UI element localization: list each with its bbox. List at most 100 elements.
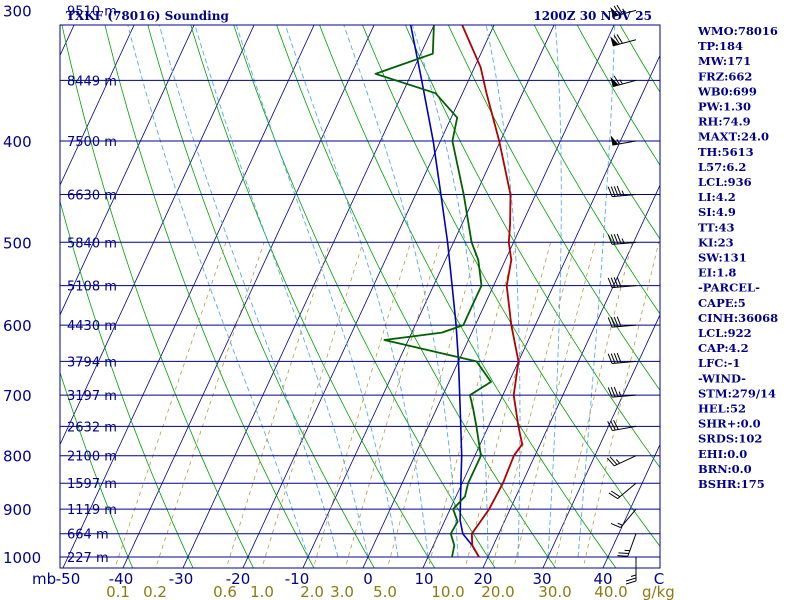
height-label: 5108 m — [67, 280, 117, 295]
wind-barb-full — [610, 277, 616, 288]
stat-item: EI:1.8 — [698, 266, 736, 280]
height-label: 664 m — [67, 528, 109, 543]
stat-item: SW:131 — [698, 251, 747, 265]
stat-item: STM:279/14 — [698, 386, 776, 400]
wind-barb-full — [610, 490, 621, 498]
wind-barb-half — [622, 8, 626, 14]
isotherm — [60, 25, 255, 446]
height-label: 1119 m — [67, 503, 117, 518]
dry-adiabat — [147, 25, 375, 568]
wind-barb-full — [607, 421, 613, 431]
dry-adiabat — [404, 25, 660, 469]
wind-barb-full — [607, 353, 613, 364]
wind-barb-staff — [612, 285, 637, 289]
dry-adiabat — [362, 25, 660, 548]
height-label: 1597 m — [67, 477, 117, 492]
wind-barb-full — [609, 456, 618, 465]
mixing-ratio-line — [491, 242, 576, 568]
plot-frame — [59, 24, 661, 569]
wind-barb-staff — [612, 360, 637, 365]
wind-barb-full — [610, 420, 616, 431]
wind-barb-full — [608, 492, 618, 500]
wind-barb-flag — [610, 76, 619, 87]
stat-item: SRDS:102 — [698, 432, 762, 446]
wind-barb-full — [616, 352, 622, 363]
wind-barb-full — [607, 317, 613, 328]
title-time: 1200Z 30 NOV 25 — [533, 9, 652, 23]
height-label: 6630 m — [67, 188, 117, 203]
wind-barb-full — [618, 552, 629, 554]
wind-barb-full — [613, 186, 619, 197]
temperature-tick-label: 30 — [532, 570, 551, 588]
dry-adiabat — [490, 25, 660, 315]
wind-barb — [607, 277, 637, 289]
stat-item: LCL:922 — [698, 326, 752, 340]
wind-barb-full — [610, 317, 616, 328]
moist-adiabat — [127, 25, 309, 558]
stat-item: MW:171 — [698, 54, 751, 68]
wind-barb-full — [613, 75, 621, 86]
mixing-ratio-label: 3.0 — [330, 583, 354, 600]
wind-barb-staff — [612, 9, 637, 18]
wind-barb-full — [607, 234, 613, 245]
mixing-ratio-line — [312, 242, 412, 568]
wind-barb-full — [613, 5, 621, 16]
wind-barb-full — [616, 34, 623, 44]
wind-barb-full — [610, 353, 616, 364]
mixing-ratio-line — [427, 242, 518, 568]
temperature-tick-label: 20 — [473, 570, 492, 588]
wind-barb — [610, 75, 637, 88]
dry-adiabat — [61, 25, 254, 568]
temperature-tick-label: -50 — [56, 570, 81, 588]
isotherm — [182, 25, 435, 568]
isotherm — [62, 25, 315, 568]
wind-barb — [610, 4, 637, 18]
stat-item: WMO:78016 — [697, 24, 778, 38]
wind-barb-full — [606, 457, 615, 467]
wind-barb-half — [621, 238, 625, 244]
wind-barb-full — [613, 353, 619, 364]
wind-barb — [625, 557, 637, 585]
stat-item: TH:5613 — [698, 145, 754, 159]
wind-barb-flag — [610, 6, 619, 17]
mixing-ratio-line — [344, 242, 441, 568]
dry-adiabat — [276, 25, 557, 568]
mixing-ratio-label: 30.0 — [538, 583, 571, 600]
mixing-ratio-line — [582, 242, 660, 568]
stat-item: SI:4.9 — [698, 205, 736, 219]
stat-item: L57:6.2 — [698, 160, 746, 174]
wind-barb-full — [616, 185, 622, 196]
dry-adiabat — [233, 25, 496, 568]
stat-item: LCL:936 — [698, 175, 752, 189]
mixing-ratio-line — [114, 242, 227, 568]
mixing-ratio-line — [261, 242, 364, 568]
wind-barb-full — [613, 34, 621, 45]
stat-item: FRZ:662 — [698, 69, 752, 83]
isotherm — [482, 184, 660, 568]
wind-barb-flag — [610, 135, 619, 146]
temperature-tick-label: 10 — [414, 570, 433, 588]
wind-barb-half — [630, 574, 637, 577]
wind-barb-staff — [612, 324, 637, 328]
wind-barb-full — [613, 316, 619, 327]
wind-barb-staff — [620, 508, 637, 528]
mixing-ratio-label: 20.0 — [481, 583, 514, 600]
isotherm — [362, 25, 615, 568]
isotherm — [122, 25, 375, 568]
wind-barb-full — [616, 233, 622, 244]
dry-adiabat — [619, 25, 660, 93]
wind-barb-full — [613, 277, 619, 288]
dry-adiabat — [60, 199, 194, 568]
wind-barb-full — [607, 387, 613, 398]
wind-barb — [608, 482, 637, 500]
temperature-tick-label: -40 — [109, 570, 134, 588]
axis-labels: 100200300400500600700800900100016570 m13… — [3, 2, 664, 600]
stat-item: PW:1.30 — [698, 100, 751, 114]
stat-item: BRN:0.0 — [698, 462, 752, 476]
height-label: 7500 m — [67, 135, 117, 150]
isotherm — [60, 25, 75, 57]
pressure-tick-label: 400 — [3, 133, 32, 151]
wind-barb-staff — [627, 533, 637, 557]
